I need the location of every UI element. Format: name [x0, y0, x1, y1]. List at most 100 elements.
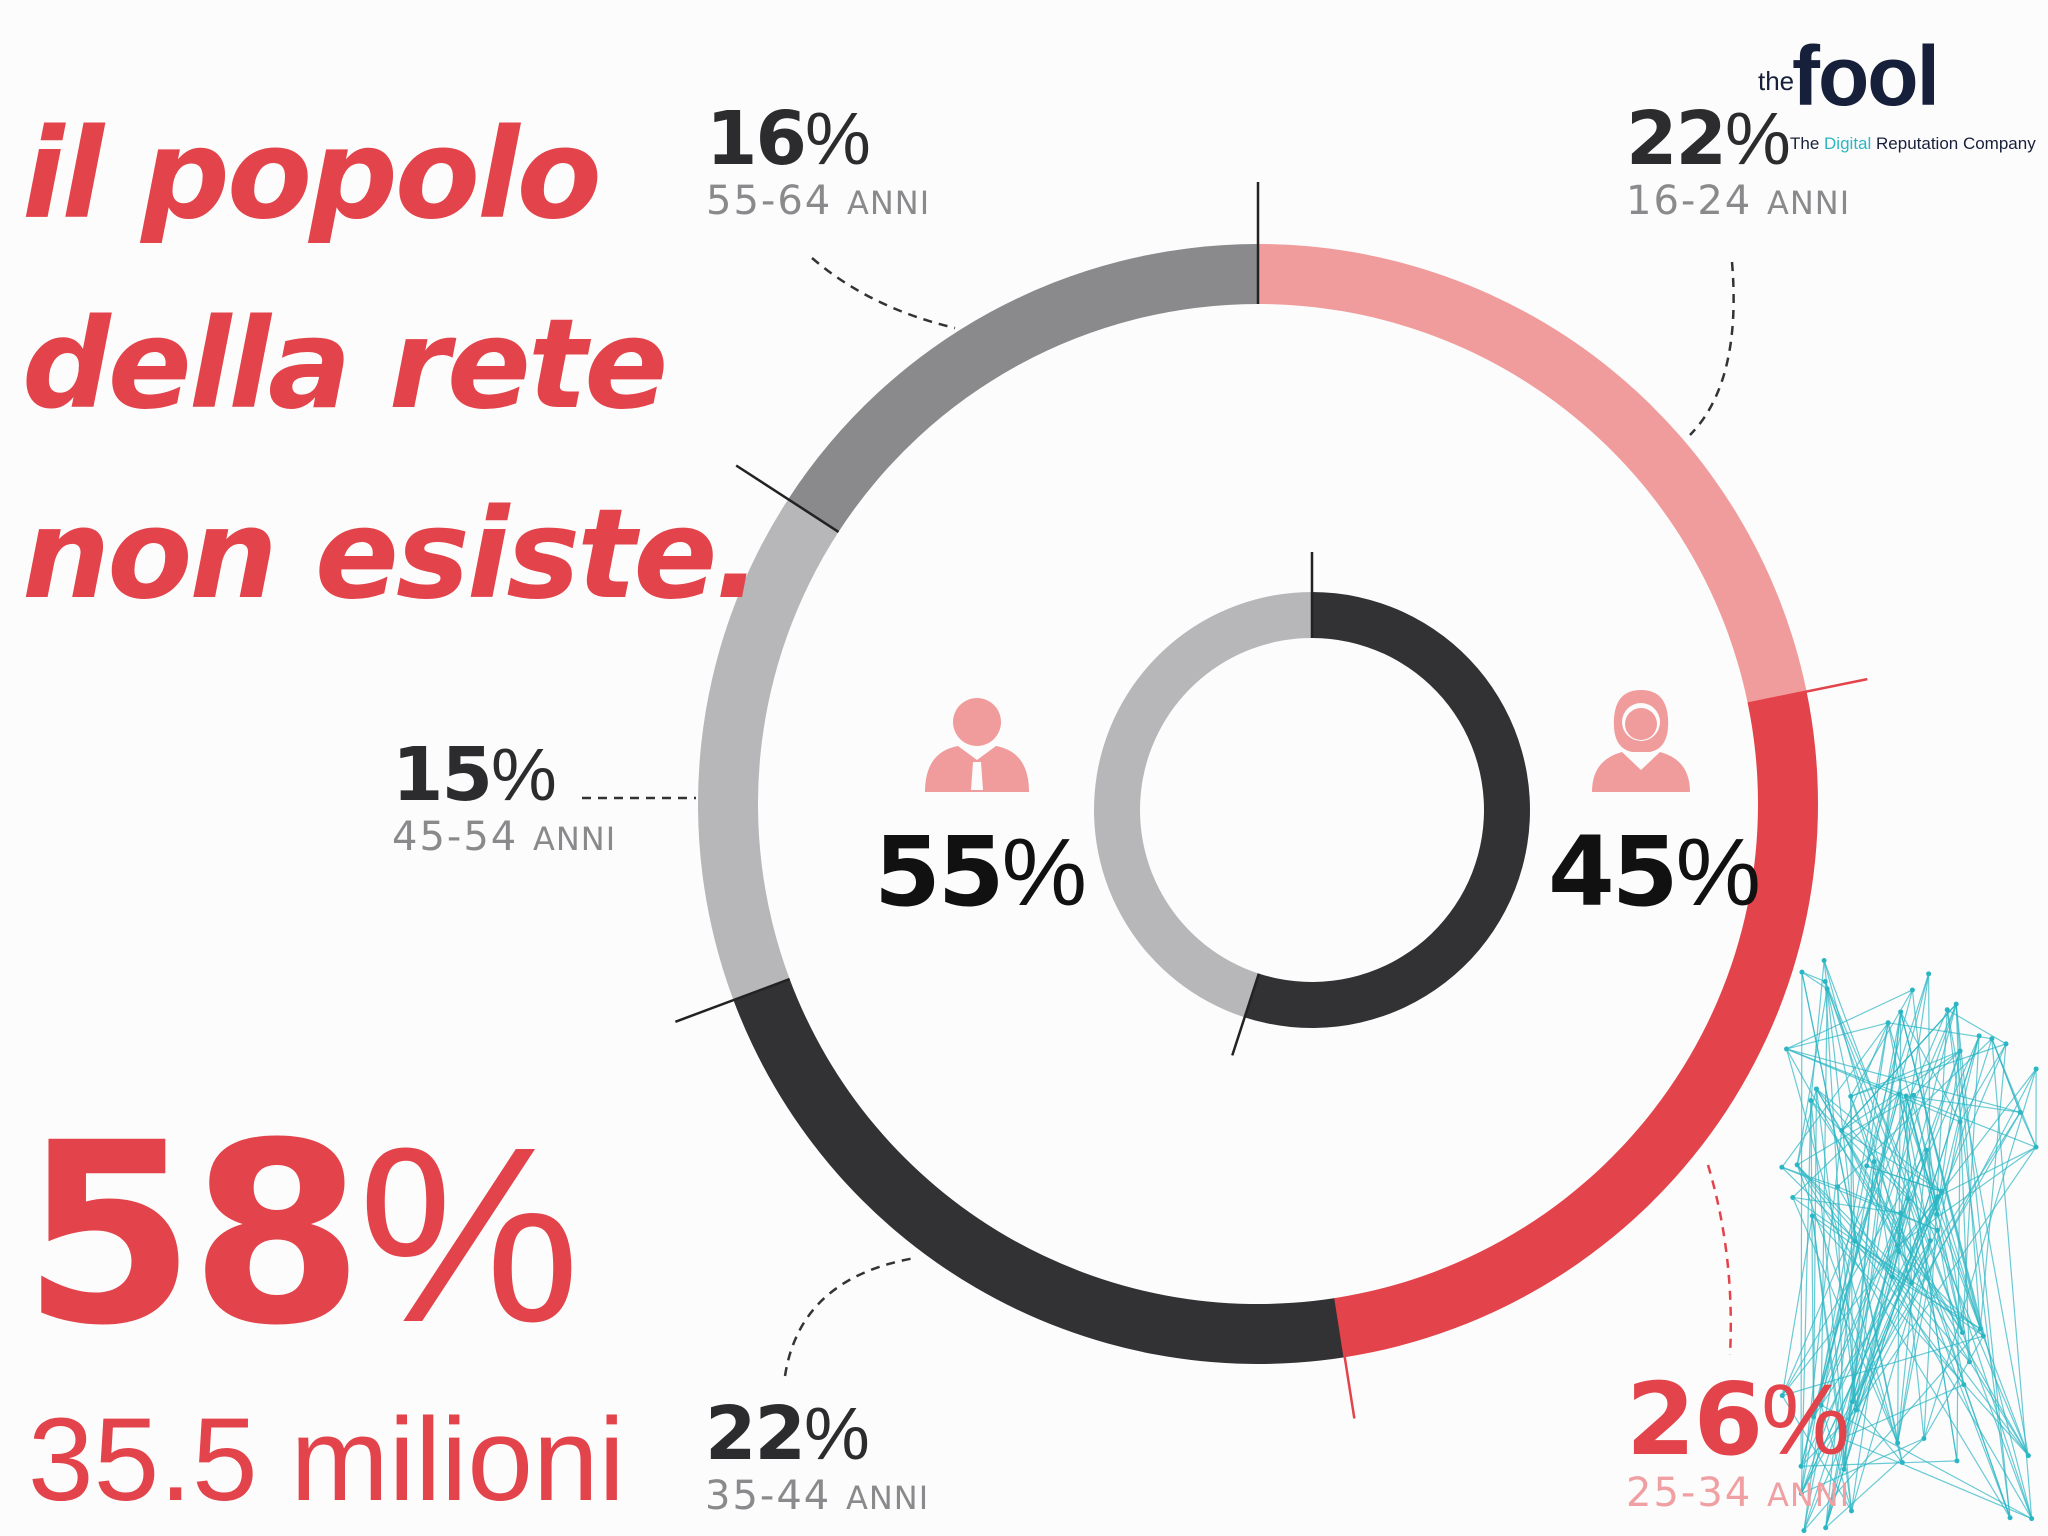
network-line	[1820, 1165, 1868, 1406]
network-line	[1841, 1003, 1957, 1131]
network-line	[1800, 1100, 1812, 1494]
leader-35-44	[783, 1256, 916, 1377]
leader-lines	[582, 257, 1735, 1377]
network-line	[1801, 1460, 1957, 1467]
network-line	[1782, 1335, 1984, 1397]
segment-age: 25-34	[1626, 1470, 1753, 1516]
network-line	[1801, 971, 1826, 983]
man-silhouette-icon	[925, 698, 1029, 792]
network-line	[1810, 1100, 1909, 1200]
logo-tagline-highlight: Digital	[1824, 134, 1872, 153]
logo-tagline: The Digital Reputation Company	[1790, 134, 2036, 154]
network-line	[1887, 1022, 1981, 1329]
segment-age: 45-54	[392, 814, 519, 860]
segment-unit: ANNI	[846, 184, 931, 222]
percent-sign: %	[1001, 819, 1087, 926]
network-line	[1801, 971, 1899, 1444]
network-line	[1941, 1191, 1971, 1362]
network-line	[1936, 1038, 1993, 1215]
network-node	[1989, 1036, 1995, 1042]
network-line	[1812, 1212, 1902, 1418]
network-line	[1785, 1048, 1903, 1463]
network-node	[1905, 1196, 1911, 1202]
gender-donut	[1094, 552, 1530, 1056]
segment-16-24	[1258, 244, 1807, 704]
network-line	[1946, 1009, 2029, 1456]
network-node	[1966, 1359, 1972, 1365]
network-line	[1823, 960, 2033, 1519]
network-line	[1786, 1048, 1961, 1123]
network-line	[1991, 1038, 2037, 1148]
network-line	[1841, 1022, 1889, 1131]
network-node	[1839, 1435, 1845, 1441]
network-line	[1841, 1198, 1909, 1439]
network-line	[1800, 1191, 1943, 1494]
title-line-2: della rete	[22, 293, 668, 437]
network-line	[1810, 960, 1825, 1101]
network-line	[1812, 1215, 1984, 1337]
network-line	[1815, 1088, 1857, 1411]
network-line	[1923, 1335, 1984, 1439]
network-line	[1850, 989, 1913, 1097]
headline-percent-sign: %	[357, 1095, 581, 1374]
network-line	[1896, 1245, 2029, 1456]
network-line	[1888, 1022, 1992, 1040]
network-line	[1923, 1068, 2037, 1439]
network-line	[1823, 960, 1856, 1242]
segment-value: 22	[1626, 96, 1727, 182]
segment-age: 16-24	[1626, 178, 1753, 224]
segment-age: 55-64	[706, 178, 833, 224]
network-line	[1841, 1384, 1965, 1439]
segment-divider-tick	[1231, 973, 1261, 1056]
leader-16-24	[1689, 261, 1735, 436]
network-node	[1944, 1007, 1950, 1013]
headline-subtitle: 35.5 milioni	[28, 1394, 625, 1526]
age-donut	[674, 182, 1868, 1419]
network-line	[1786, 1022, 1889, 1050]
network-node	[1799, 969, 1805, 975]
segment-unit: ANNI	[1766, 1476, 1851, 1514]
segment-divider-tick	[1747, 677, 1868, 705]
network-line	[1937, 1146, 2037, 1198]
page-title: il popolo della rete non esiste.	[22, 80, 762, 650]
network-line	[1913, 1050, 1961, 1096]
segment-label-45-54: 15% 45-54 ANNI	[392, 736, 616, 862]
percent-sign: %	[1675, 819, 1761, 926]
title-line-3: non esiste.	[22, 483, 762, 627]
network-line	[1781, 1009, 1948, 1396]
segment-divider-tick	[1334, 1297, 1356, 1419]
segment-value: 22	[705, 1391, 806, 1477]
segment-55-64	[788, 244, 1258, 532]
network-line	[1928, 973, 1931, 1241]
network-line	[1851, 1229, 1938, 1402]
network-line	[1803, 1328, 1981, 1531]
network-line	[1854, 1240, 1912, 1284]
segment-value: 15	[392, 732, 493, 818]
network-line	[1961, 1035, 1980, 1333]
network-line	[1850, 1240, 1931, 1512]
percent-sign: %	[1761, 1364, 1851, 1476]
segment-label-16-24: 22% 16-24 ANNI	[1626, 100, 1850, 226]
network-line	[1792, 1197, 1899, 1444]
network-line	[1837, 1186, 1938, 1231]
segment-label-55-64: 16% 55-64 ANNI	[706, 100, 930, 226]
network-line	[1781, 1395, 1852, 1512]
network-node	[1885, 1020, 1891, 1026]
percent-sign: %	[803, 1392, 870, 1475]
network-line	[1850, 1096, 1900, 1252]
network-node	[1801, 1528, 1807, 1534]
network-line	[1850, 1096, 2011, 1518]
network-line	[1786, 989, 1913, 1050]
network-node	[1779, 1393, 1785, 1399]
network-line	[1796, 1164, 1899, 1444]
network-line	[1796, 1164, 1970, 1363]
segment-unit: ANNI	[1766, 184, 1851, 222]
network-line	[1820, 988, 1828, 1406]
network-line	[1955, 1004, 1981, 1329]
network-line	[1907, 1198, 1965, 1385]
segment-45-54	[698, 499, 839, 1001]
network-line	[1937, 1068, 2037, 1198]
network-line	[1781, 1196, 1939, 1396]
gender-value: 45	[1548, 816, 1679, 928]
network-line	[1959, 1043, 2007, 1123]
